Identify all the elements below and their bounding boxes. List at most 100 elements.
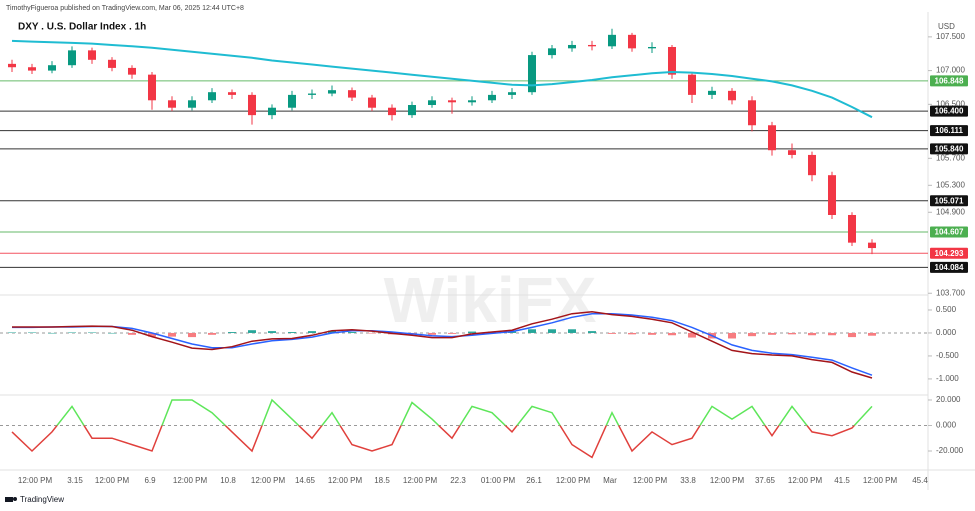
candle-body [328,90,336,94]
histogram-bar [88,332,96,333]
x-tick-label: 12:00 PM [863,476,898,485]
y-tick-label: -20.000 [936,446,964,455]
candle-body [548,48,556,56]
histogram-bar [348,332,356,333]
histogram-bar [628,332,636,335]
panel [0,28,928,268]
level-label: 104.607 [935,228,964,237]
histogram-bar [128,332,136,335]
level-label-box [930,75,968,87]
level-label: 106.848 [935,76,964,85]
panel [0,311,928,379]
footer-logo [5,497,17,502]
histogram-bar [788,332,796,335]
x-tick-label: 14.65 [295,476,316,485]
level-label-box [930,195,968,207]
candle-body [148,74,156,101]
level-label-box [930,143,968,155]
candle-body [628,34,636,49]
x-tick-label: 12:00 PM [173,476,208,485]
histogram-bar [568,329,576,333]
candle-body [48,65,56,71]
candle-body [288,94,296,108]
histogram-bar [268,331,276,333]
candle-body [128,67,136,75]
candle-body [108,59,116,68]
level-label-box [930,226,968,238]
histogram-bar [328,330,336,333]
candle-body [728,90,736,101]
y-tick-label: 107.500 [936,32,965,41]
candle-body [688,74,696,95]
candle-body [648,46,656,49]
histogram-bar [8,332,16,333]
histogram-bar [868,332,876,336]
x-tick-label: 6.9 [144,476,156,485]
candle-body [68,50,76,66]
level-label: 105.840 [935,144,964,153]
candle-body [188,100,196,108]
level-label: 104.293 [935,249,964,258]
histogram-bar [748,332,756,337]
candle-body [28,67,36,71]
histogram-bar [48,332,56,334]
chart-title: DXY . U.S. Dollar Index . 1h [18,22,146,33]
candle-body [848,214,856,243]
histogram-bar [588,331,596,333]
y-tick-label: 0.000 [936,328,957,337]
candle-body [808,154,816,176]
y-tick-label: 107.000 [936,66,965,75]
candle-body [368,97,376,108]
candle-body [868,242,876,249]
level-label: 104.084 [935,263,964,272]
y-tick-label: -1.000 [936,374,959,383]
histogram-bar [728,332,736,339]
level-label-box [930,105,968,117]
candle-body [308,93,316,95]
candle-body [488,94,496,101]
histogram-bar [468,331,476,333]
histogram-bar [148,332,156,337]
x-tick-label: 22.3 [450,476,466,485]
x-tick-label: 12:00 PM [556,476,591,485]
series-line-above [56,398,873,426]
x-tick-label: 12:00 PM [403,476,438,485]
x-tick-label: 01:00 PM [481,476,516,485]
x-tick-label: 10.8 [220,476,236,485]
histogram-bar [668,332,676,336]
y-tick-label: 105.700 [936,153,965,162]
level-label-box [930,261,968,273]
histogram-bar [768,332,776,335]
candle-body [8,63,16,68]
x-tick-label: 12:00 PM [251,476,286,485]
candle-body [388,107,396,116]
candle-body [88,50,96,60]
unit-label: USD [938,22,955,31]
level-label: 106.111 [935,126,964,135]
candle-body [348,90,356,98]
histogram-bar [548,329,556,333]
publisher: TimothyFigueroa published on TradingView… [6,5,244,12]
footer: TradingView [20,495,64,504]
y-tick-label: 0.000 [936,421,957,430]
histogram-bar [848,332,856,338]
level-label: 105.071 [935,196,964,205]
x-tick-label: 45.4 [912,476,928,485]
histogram-bar [688,332,696,338]
histogram-bar [168,332,176,337]
y-tick-label: 20.000 [936,395,961,404]
x-tick-label: 12:00 PM [633,476,668,485]
histogram-bar [248,330,256,333]
x-tick-label: 26.1 [526,476,542,485]
candle-body [468,100,476,103]
histogram-bar [528,329,536,333]
candle-body [248,94,256,116]
y-tick-label: 105.300 [936,180,965,189]
histogram-bar [368,332,376,334]
candle-body [168,100,176,108]
candle-body [208,92,216,101]
histogram-bar [188,332,196,338]
y-tick-label: -0.500 [936,351,959,360]
x-tick-label: 12:00 PM [95,476,130,485]
